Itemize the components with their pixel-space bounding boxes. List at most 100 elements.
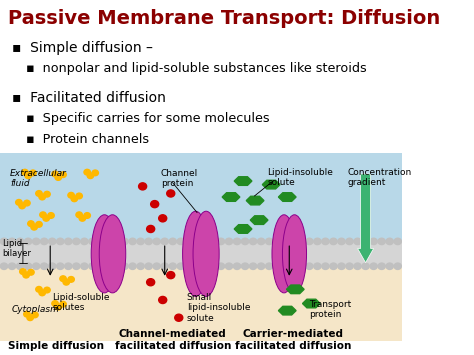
Circle shape <box>362 238 369 245</box>
Circle shape <box>27 269 34 275</box>
Circle shape <box>370 238 377 245</box>
Circle shape <box>57 238 64 245</box>
Circle shape <box>159 215 167 222</box>
Circle shape <box>84 213 91 218</box>
Polygon shape <box>222 193 240 201</box>
Circle shape <box>354 263 361 269</box>
Circle shape <box>290 238 297 245</box>
Circle shape <box>33 263 40 269</box>
Circle shape <box>39 194 46 200</box>
Circle shape <box>52 301 58 306</box>
Circle shape <box>265 238 273 245</box>
Circle shape <box>79 215 86 221</box>
Text: Extracellular
fluid: Extracellular fluid <box>10 169 67 188</box>
Circle shape <box>48 213 54 218</box>
Circle shape <box>27 221 34 226</box>
Circle shape <box>225 263 233 269</box>
Circle shape <box>81 263 88 269</box>
Circle shape <box>225 238 233 245</box>
Circle shape <box>386 238 393 245</box>
Circle shape <box>362 263 369 269</box>
Circle shape <box>84 169 91 175</box>
Circle shape <box>17 238 24 245</box>
Circle shape <box>39 290 46 296</box>
Circle shape <box>273 263 281 269</box>
Circle shape <box>346 263 353 269</box>
Circle shape <box>145 263 152 269</box>
Circle shape <box>60 172 66 178</box>
Circle shape <box>32 312 38 318</box>
Circle shape <box>68 277 74 282</box>
Circle shape <box>97 238 104 245</box>
Circle shape <box>137 238 144 245</box>
Circle shape <box>89 238 96 245</box>
Circle shape <box>153 238 160 245</box>
Circle shape <box>55 175 62 180</box>
Circle shape <box>49 238 56 245</box>
Text: Channel-mediated
facilitated diffusion: Channel-mediated facilitated diffusion <box>115 329 231 351</box>
Circle shape <box>43 215 49 221</box>
Text: Lipid-insoluble
solute: Lipid-insoluble solute <box>267 168 333 187</box>
Circle shape <box>378 263 385 269</box>
Circle shape <box>257 238 265 245</box>
Text: Lipid-soluble
solutes: Lipid-soluble solutes <box>52 293 109 312</box>
Circle shape <box>218 263 225 269</box>
Circle shape <box>159 296 167 304</box>
Circle shape <box>113 263 120 269</box>
Circle shape <box>249 263 257 269</box>
Circle shape <box>25 173 31 179</box>
Circle shape <box>121 238 128 245</box>
Circle shape <box>169 263 176 269</box>
Ellipse shape <box>193 211 219 296</box>
Circle shape <box>57 263 64 269</box>
Ellipse shape <box>91 215 118 293</box>
Circle shape <box>23 272 29 278</box>
Circle shape <box>9 263 16 269</box>
Text: ▪  Specific carries for some molecules: ▪ Specific carries for some molecules <box>26 112 270 125</box>
Ellipse shape <box>99 215 126 293</box>
Circle shape <box>129 238 136 245</box>
Circle shape <box>97 263 104 269</box>
Circle shape <box>60 301 66 307</box>
Polygon shape <box>278 193 296 201</box>
Circle shape <box>378 238 385 245</box>
Text: Passive Membrane Transport: Diffusion: Passive Membrane Transport: Diffusion <box>8 9 440 28</box>
Circle shape <box>153 263 160 269</box>
Circle shape <box>201 238 209 245</box>
Circle shape <box>30 170 36 176</box>
FancyBboxPatch shape <box>0 254 402 341</box>
Circle shape <box>193 263 201 269</box>
Circle shape <box>177 263 184 269</box>
Circle shape <box>92 170 99 176</box>
Circle shape <box>64 238 72 245</box>
Circle shape <box>89 263 96 269</box>
Circle shape <box>151 201 159 208</box>
Circle shape <box>129 263 136 269</box>
Text: Simple diffusion: Simple diffusion <box>8 341 104 351</box>
Circle shape <box>314 263 321 269</box>
Circle shape <box>298 238 305 245</box>
Circle shape <box>145 238 152 245</box>
Circle shape <box>218 238 225 245</box>
Circle shape <box>27 315 33 321</box>
Circle shape <box>257 263 265 269</box>
Circle shape <box>322 263 329 269</box>
Circle shape <box>322 238 329 245</box>
Polygon shape <box>246 196 264 205</box>
Polygon shape <box>250 216 268 224</box>
Circle shape <box>330 238 337 245</box>
Circle shape <box>36 191 42 196</box>
Circle shape <box>146 225 155 233</box>
Circle shape <box>76 212 82 218</box>
Circle shape <box>24 200 30 206</box>
Circle shape <box>44 287 50 293</box>
Circle shape <box>25 263 32 269</box>
Circle shape <box>44 191 50 197</box>
Text: Cytoplasm: Cytoplasm <box>12 305 60 314</box>
Polygon shape <box>302 299 320 308</box>
Circle shape <box>36 222 42 227</box>
Circle shape <box>81 238 88 245</box>
Circle shape <box>290 263 297 269</box>
Circle shape <box>306 238 313 245</box>
Circle shape <box>193 238 201 245</box>
